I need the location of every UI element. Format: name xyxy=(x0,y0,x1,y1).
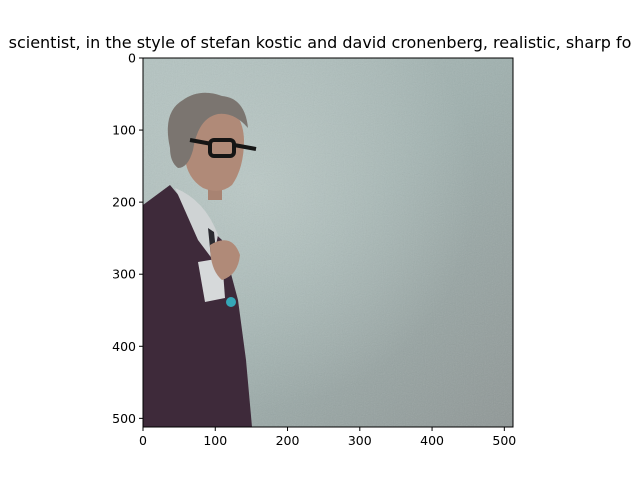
x-tick-label: 100 xyxy=(203,433,227,448)
y-tick-label: 500 xyxy=(112,411,136,426)
suit-jacket xyxy=(143,185,252,427)
glasses-lens xyxy=(208,138,236,158)
x-tick-label: 300 xyxy=(348,433,372,448)
x-tick-label: 400 xyxy=(420,433,444,448)
x-tick-label: 200 xyxy=(276,433,300,448)
x-tick-label: 500 xyxy=(492,433,516,448)
y-axis-ticks: 0 100 200 300 400 500 xyxy=(112,51,143,426)
y-tick-label: 300 xyxy=(112,267,136,282)
y-tick-label: 0 xyxy=(128,51,136,66)
axes-frame xyxy=(142,57,514,428)
shirt-collar xyxy=(175,188,218,260)
x-axis-ticks: 0 100 200 300 400 500 xyxy=(139,427,516,448)
y-tick-label: 400 xyxy=(112,339,136,354)
x-tick-label: 0 xyxy=(139,433,147,448)
hair xyxy=(167,92,248,168)
glasses-bridge xyxy=(233,143,257,151)
glasses-temple xyxy=(189,138,213,146)
hand xyxy=(210,240,240,280)
lapel-pin xyxy=(226,297,236,307)
portrait-image xyxy=(143,58,513,427)
y-tick-label: 100 xyxy=(112,123,136,138)
y-tick-label: 200 xyxy=(112,195,136,210)
chart-title: scientist, in the style of stefan kostic… xyxy=(9,33,632,52)
